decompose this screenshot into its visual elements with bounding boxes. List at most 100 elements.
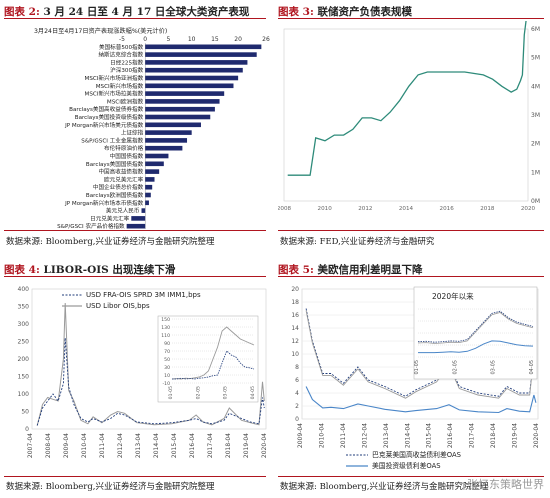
y-tick-label: 6 <box>295 377 299 384</box>
inset-x-tick: 02-05 <box>195 386 201 399</box>
category-label: Barclays美国投资级债指数 <box>75 113 144 121</box>
inset-x-tick: 02-05 <box>452 360 458 375</box>
y-tick-label: 8 <box>295 364 299 371</box>
inset-title: 2020年以来 <box>432 291 474 301</box>
title-rule <box>278 276 544 277</box>
inset-x-tick: 03-05 <box>223 386 229 399</box>
source-rule <box>4 476 266 477</box>
inset-series-libor <box>171 326 255 380</box>
series-line-fra-ois <box>36 337 265 426</box>
category-label: 日元兑美元汇率 <box>90 214 130 222</box>
inset-x-tick: 01-05 <box>168 386 174 399</box>
y-tick-label: 50 <box>21 409 29 416</box>
panel-credit-spreads: 图表 5: 美欧信用利差明显下降 0 2 4 6 8 10 12 14 16 18 20 2009-0… <box>278 262 546 494</box>
y-tick-label: 0M <box>531 198 540 205</box>
x-tick-label: 5 <box>167 36 171 43</box>
source-rule <box>4 230 266 231</box>
x-tick-label: 2017-04 <box>469 423 476 448</box>
panel-title: 图表 4: LIBOR-OIS 出现连续下滑 <box>4 264 176 276</box>
y-tick-label: 10 <box>291 351 299 358</box>
category-label: 美元兑人民币 <box>106 207 140 215</box>
y-tick-label: 0 <box>25 426 29 433</box>
x-tick-label: 2017-04 <box>207 433 214 458</box>
inset-y-tick: 10 <box>164 373 170 379</box>
y-tick-label: 2M <box>531 141 540 148</box>
source-text: 数据来源: Bloomberg,兴业证券经济与金融研究院整理 <box>280 482 489 492</box>
series-line-high-yield-shadow <box>305 310 537 399</box>
x-tick-label: 2010 <box>318 206 333 212</box>
source-text: 数据来源: Bloomberg,兴业证券经济与金融研究院整理 <box>6 482 215 492</box>
bar <box>145 83 234 89</box>
y-tick-label: 12 <box>291 338 299 345</box>
series-line <box>287 21 527 176</box>
title-rule <box>4 18 266 19</box>
inset-y-tick: 50 <box>164 357 170 363</box>
y-tick-label: 4M <box>531 83 540 90</box>
inset-series-high-yield-shadow <box>417 312 534 344</box>
x-tick-label: 2012-04 <box>361 423 368 448</box>
chart-title: 3月24日至4月17日资产表现涨跌幅%(美元计价) <box>34 27 167 35</box>
bar <box>131 216 146 221</box>
panel-fed-balance-sheet: 图表 3: 联储资产负债表规模 0M 1M 2M 3M 4M 5M 6M 2008 2010 20… <box>278 4 546 248</box>
bar <box>145 153 169 159</box>
x-tick-label: 2011-04 <box>99 433 106 458</box>
x-tick-label: 2008 <box>278 206 292 212</box>
y-tick-label: 300 <box>18 321 30 328</box>
x-tick-label: 2007-04 <box>27 433 34 458</box>
x-tick-label: 2014-04 <box>404 423 411 448</box>
inset-y-tick: 150 <box>161 317 170 323</box>
bar <box>145 138 188 143</box>
bar <box>145 122 201 128</box>
category-label: S&P/GSCI 工业金属指数 <box>81 136 143 144</box>
x-tick-label: 2020-04 <box>261 433 268 458</box>
x-tick-label: 2019-04 <box>512 423 519 448</box>
panel-libor-ois: 图表 4: LIBOR-OIS 出现连续下滑 0 50 100 150 200 250 30… <box>4 262 272 494</box>
inset-x-tick: 01-05 <box>414 360 420 375</box>
bar <box>126 223 146 229</box>
bar <box>145 161 164 167</box>
bar <box>145 130 192 135</box>
title-rule <box>4 276 266 277</box>
inset-y-tick: 30 <box>164 365 170 371</box>
category-label: 上证综指 <box>121 129 144 137</box>
category-label: MSCI新兴市场拉美指数 <box>85 90 144 98</box>
y-tick-label: 3M <box>531 112 540 119</box>
plot-frame <box>31 288 267 430</box>
category-label: Barclays欧洲国债指数 <box>86 191 144 199</box>
bar <box>145 75 239 81</box>
bar <box>145 67 243 73</box>
panel-asset-performance: 图表 2: 3 月 24 日至 4 月 17 日全球大类资产表现 3月24日至4… <box>4 4 272 248</box>
inset-series-high-yield <box>417 310 534 343</box>
inset-y-tick: 130 <box>161 325 170 331</box>
bar <box>145 177 155 182</box>
x-tick-label: 2015-04 <box>171 433 178 458</box>
x-tick-label: 20 <box>234 36 242 43</box>
legend-label: 美国投资级债利差OAS <box>372 461 441 470</box>
bar <box>145 114 211 120</box>
category-label: Barclays美国高收益债券指数 <box>69 105 143 113</box>
bar <box>141 208 146 213</box>
x-tick-label: 2009-04 <box>297 423 304 448</box>
panel-title: 图表 2: 3 月 24 日至 4 月 17 日全球大类资产表现 <box>4 6 250 18</box>
inset-y-tick: 70 <box>164 349 170 355</box>
x-tick-label: 2016-04 <box>447 423 454 448</box>
bar <box>145 145 183 151</box>
y-tick-label: 400 <box>18 286 30 293</box>
series-line-high-yield <box>305 308 537 397</box>
y-tick-label: 4 <box>295 390 299 397</box>
inset-x-tick: 03-05 <box>491 360 497 375</box>
plot-frame <box>283 28 529 202</box>
y-tick-label: 150 <box>18 374 30 381</box>
spread-line-chart: 0 2 4 6 8 10 12 14 16 18 20 2009-04 2010-04 2011-04 20… <box>291 286 540 470</box>
bar <box>145 184 153 190</box>
bar <box>145 192 151 198</box>
y-tick-label: 250 <box>18 339 30 346</box>
y-tick-label: 20 <box>291 286 299 293</box>
inset-x-tick: 04-05 <box>529 360 535 375</box>
x-tick-label: 2020-04 <box>533 423 540 448</box>
y-tick-label: 2 <box>295 403 299 410</box>
inset-y-tick: 110 <box>161 333 170 339</box>
source-rule <box>278 476 544 477</box>
x-tick-label: 2019-04 <box>243 433 250 458</box>
bar <box>145 169 160 174</box>
